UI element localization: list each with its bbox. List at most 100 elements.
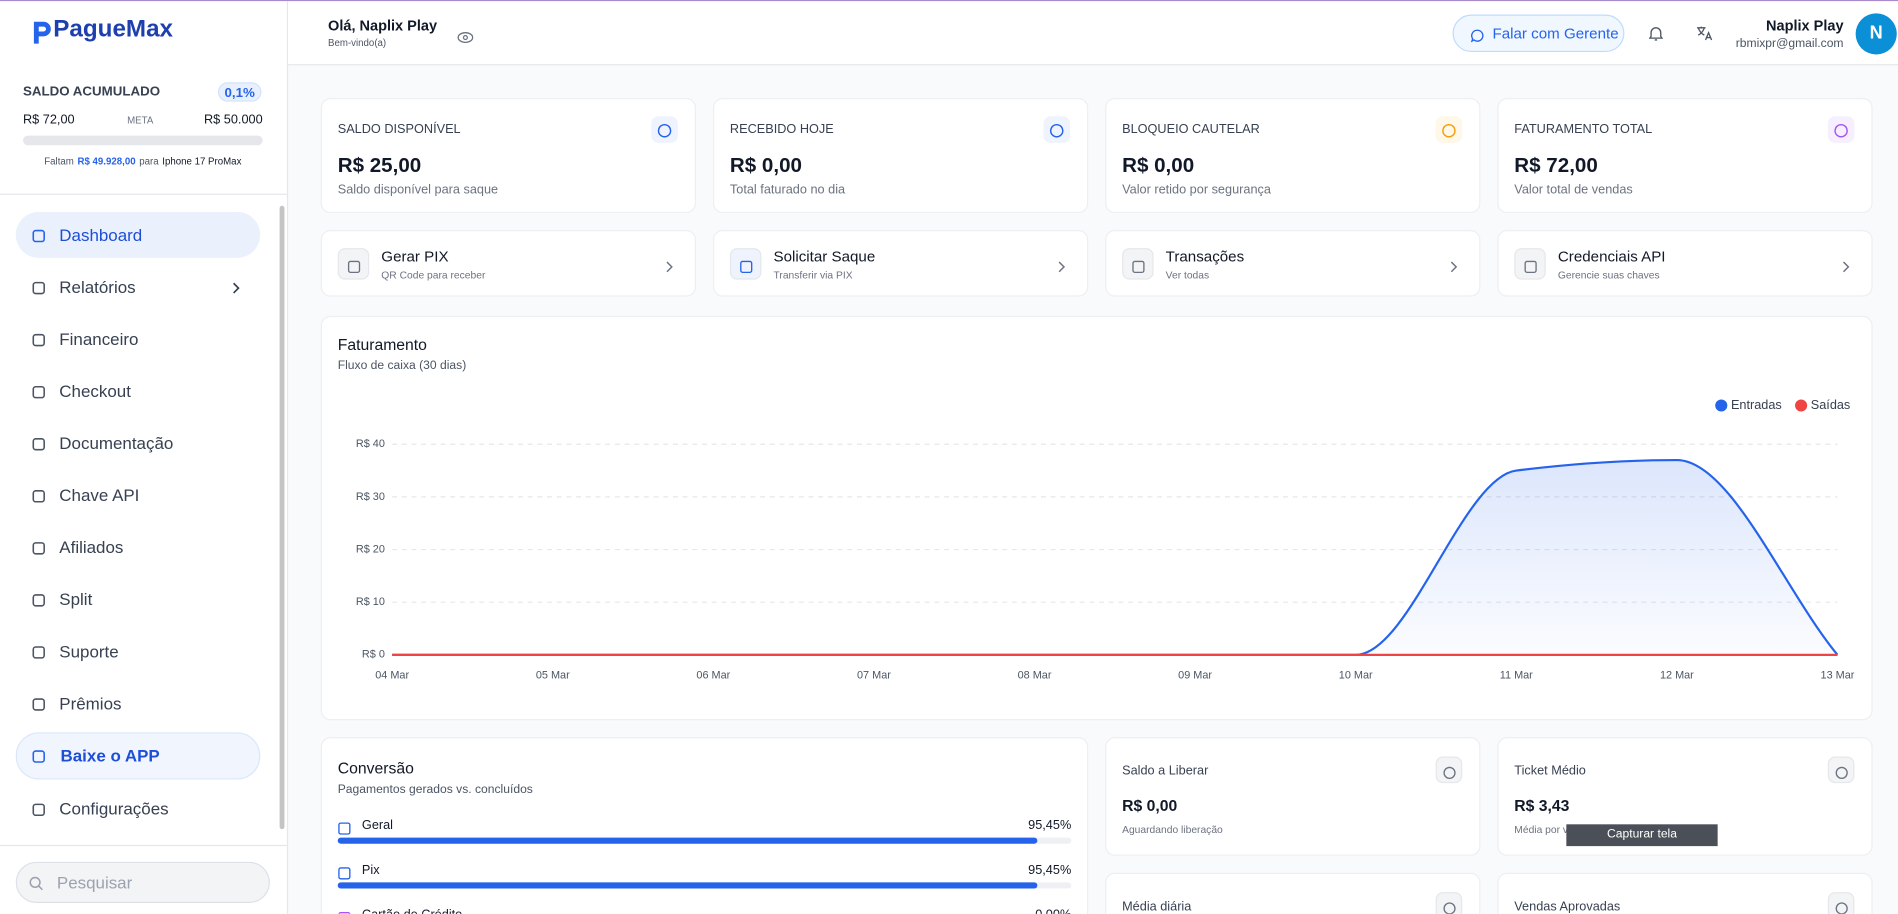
menu-item[interactable]: Suporte	[59, 641, 119, 661]
glyph	[1443, 764, 1456, 779]
action-title: Credenciais API	[1557, 248, 1666, 266]
chevron	[665, 258, 675, 273]
stat-label: RECEBIDO HOJE	[729, 122, 834, 137]
menu-item[interactable]: Checkout	[59, 381, 131, 401]
menu-item[interactable]: Documentação	[59, 433, 174, 453]
action-card[interactable]: Transações Ver todas	[1105, 229, 1481, 297]
conversion-card: Conversão Pagamentos gerados vs. concluíd…	[320, 737, 1089, 914]
row-icon	[338, 909, 351, 914]
row-value: 0,00%	[1035, 908, 1071, 914]
conversion-title: Conversão	[337, 758, 414, 778]
search-box[interactable]	[15, 861, 270, 904]
glyph	[1835, 899, 1848, 914]
user-name: Naplix Play	[1766, 16, 1844, 34]
mini-icon	[1827, 892, 1855, 914]
glyph	[1443, 899, 1456, 914]
legend-swatch	[1715, 399, 1728, 412]
menu-icon	[31, 384, 46, 399]
row-label: Cartão de Crédito	[362, 908, 462, 914]
menu-item[interactable]: Relatórios	[59, 277, 136, 297]
stat-label: BLOQUEIO CAUTELAR	[1122, 122, 1260, 137]
action-icon	[729, 248, 762, 280]
search-icon	[29, 875, 44, 891]
chart-title: Faturamento	[337, 335, 427, 354]
menu-item[interactable]: Baixe o APP	[60, 745, 160, 766]
menu-icon	[31, 436, 46, 451]
y-tick-label: R$ 10	[356, 596, 385, 608]
divider	[0, 193, 287, 195]
menu-icon	[31, 280, 46, 295]
glyph	[1834, 122, 1849, 138]
mini-label: Ticket Médio	[1514, 763, 1586, 779]
x-tick-label: 04 Mar	[375, 669, 409, 681]
glyph	[1835, 764, 1848, 779]
chart-subtitle: Fluxo de caixa (30 dias)	[337, 359, 467, 373]
row-icon	[338, 864, 351, 880]
action-card[interactable]: Solicitar Saque Transferir via PIX	[712, 229, 1089, 297]
action-icon	[1122, 248, 1154, 280]
action-card[interactable]: Credenciais API Gerencie suas chaves	[1497, 229, 1873, 297]
tooltip: Capturar tela	[1566, 824, 1718, 847]
stat-label: SALDO DISPONÍVEL	[337, 122, 461, 137]
action-subtitle: QR Code para receber	[381, 268, 486, 281]
menu-icon	[31, 228, 46, 243]
menu-item[interactable]: Afiliados	[59, 537, 124, 557]
saldo-percent: 0,1%	[217, 82, 262, 102]
top-border	[0, 0, 1898, 2]
row-value: 95,45%	[1028, 863, 1072, 878]
stat-icon	[1435, 116, 1463, 143]
menu-icon	[31, 801, 46, 817]
menu-item[interactable]: Chave API	[59, 485, 140, 505]
header	[288, 1, 1898, 66]
search-placeholder: Pesquisar	[56, 872, 133, 893]
row-track	[337, 837, 1072, 844]
action-icon	[1514, 248, 1546, 280]
app-bg	[15, 732, 261, 780]
y-tick-label: R$ 30	[356, 491, 385, 503]
menu-item[interactable]: Dashboard	[59, 225, 143, 245]
chat-icon	[1470, 27, 1484, 43]
action-icon	[337, 248, 370, 280]
contact-button[interactable]: Falar com Gerente	[1452, 14, 1625, 53]
chevron	[1841, 258, 1851, 273]
note-prefix: Faltam	[44, 156, 74, 168]
x-tick-label: 08 Mar	[1018, 669, 1052, 681]
chevron	[230, 280, 242, 295]
stat-card: FATURAMENTO TOTAL R$ 72,00 Valor total de …	[1497, 98, 1873, 214]
menu-item[interactable]: Configurações	[59, 798, 169, 819]
mini-value: R$ 3,43	[1514, 796, 1570, 815]
menu-icon	[31, 540, 46, 555]
glyph	[1132, 258, 1145, 274]
action-card[interactable]: Gerar PIX QR Code para receber	[320, 229, 697, 297]
menu-item[interactable]: Split	[59, 589, 93, 609]
stat-caption: Saldo disponível para saque	[337, 182, 499, 198]
legend-label: Entradas	[1731, 398, 1782, 412]
menu-item[interactable]: Prêmios	[59, 693, 122, 713]
brand-name: PagueMax	[53, 15, 174, 43]
action-subtitle: Transferir via PIX	[773, 268, 853, 281]
stat-label: FATURAMENTO TOTAL	[1514, 122, 1653, 137]
bell-icon	[1648, 25, 1664, 41]
greeting-sub: Bem-vindo(a)	[328, 37, 387, 49]
action-subtitle: Gerencie suas chaves	[1557, 268, 1660, 281]
menu-icon	[31, 644, 46, 659]
row-value: 95,45%	[1028, 818, 1072, 833]
action-title: Transações	[1165, 248, 1245, 266]
note-target: Iphone 17 ProMax	[162, 156, 242, 168]
saldo-note: Faltam R$ 49.928,00 para Iphone 17 ProMax	[23, 156, 263, 167]
x-tick-label: 11 Mar	[1500, 669, 1533, 681]
note-amount: R$ 49.928,00	[77, 156, 136, 168]
mini-icon	[1435, 756, 1463, 784]
stat-caption: Valor retido por segurança	[1122, 182, 1271, 198]
stat-value: R$ 0,00	[729, 153, 802, 177]
x-tick-label: 10 Mar	[1339, 669, 1373, 681]
saldo-title: SALDO ACUMULADO	[22, 84, 161, 100]
mini-label: Vendas Aprovadas	[1514, 899, 1621, 914]
mini-card: Vendas Aprovadas	[1497, 872, 1873, 914]
avatar[interactable]: N	[1855, 13, 1897, 55]
menu-item[interactable]: Financeiro	[59, 329, 139, 349]
scrollbar	[279, 205, 285, 830]
glyph	[1524, 258, 1537, 274]
menu-icon	[31, 748, 46, 763]
